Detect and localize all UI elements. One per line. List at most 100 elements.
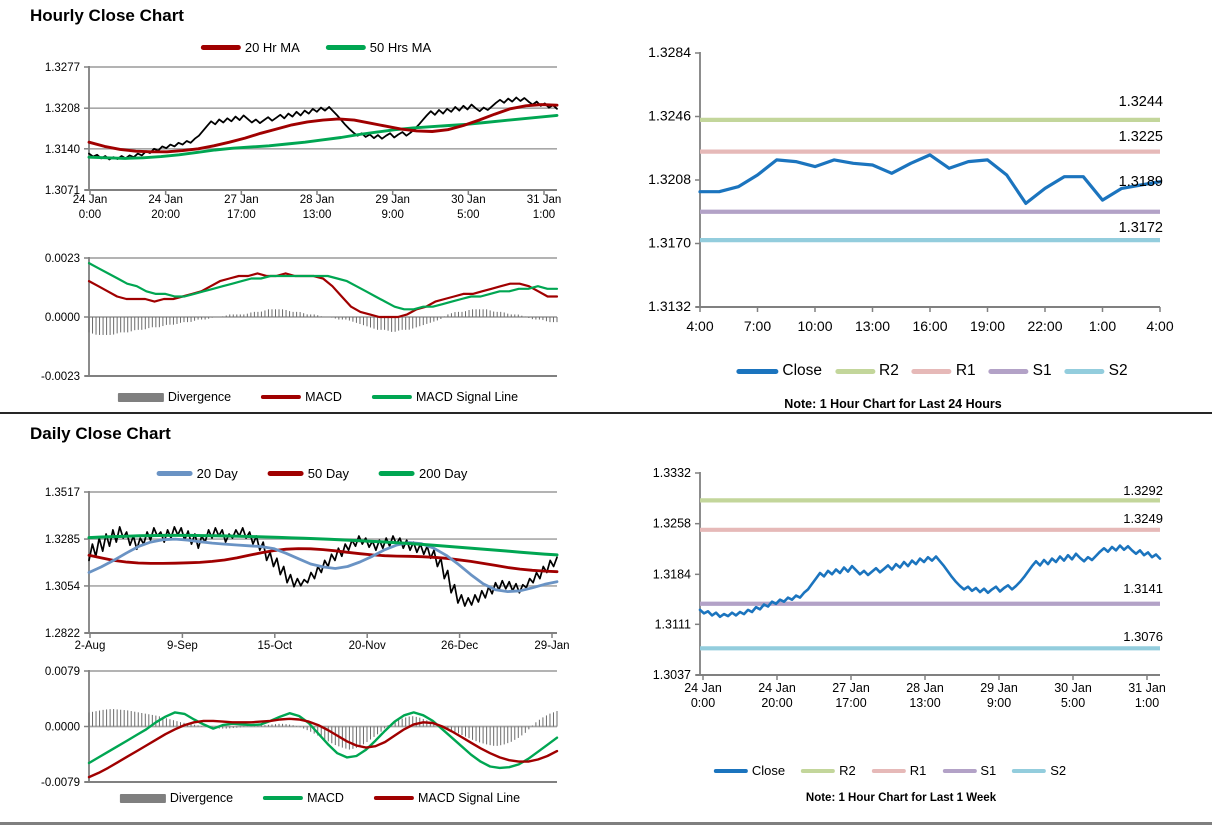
y-tick-label: 1.3258	[653, 517, 691, 531]
x-tick-label: 15-Oct	[258, 640, 293, 652]
x-tick-label: 5:00	[1061, 696, 1085, 710]
x-tick-label: 24 Jan	[758, 681, 796, 695]
x-tick-label: 4:00	[1146, 318, 1173, 334]
y-tick-label: 1.3208	[45, 103, 80, 115]
x-tick-label: 29-Jan	[534, 640, 569, 652]
x-tick-label: 31 Jan	[1128, 681, 1166, 695]
x-tick-label: 17:00	[835, 696, 866, 710]
x-tick-label: 28 Jan	[906, 681, 944, 695]
bar-swatch-icon	[117, 392, 164, 402]
legend-item-label: R1	[909, 763, 927, 778]
x-tick-label: 24 Jan	[148, 194, 183, 206]
line-swatch-icon	[835, 368, 876, 374]
line-swatch-icon	[1012, 768, 1047, 773]
x-tick-label: 16:00	[912, 318, 947, 334]
legend-item-label: S1	[1032, 362, 1052, 379]
line-swatch-icon	[267, 471, 304, 476]
legend-item-s2: S2	[1064, 362, 1128, 380]
hourly-pivot-note: Note: 1 Hour Chart for Last 24 Hours	[784, 397, 1002, 411]
y-tick-label: 1.3184	[653, 567, 691, 581]
legend-item-label: Close	[782, 362, 823, 379]
bottom-divider	[0, 822, 1212, 825]
legend-item-macd: MACD	[263, 791, 344, 805]
x-tick-label: 24 Jan	[684, 681, 722, 695]
legend-item-label: R2	[839, 763, 856, 778]
legend-daily-pivot: Close R2 R1 S1 S2	[713, 763, 1066, 778]
x-tick-label: 29 Jan	[375, 194, 410, 206]
y-tick-label: 1.3332	[653, 466, 691, 480]
legend-item-50-hrs-ma: 50 Hrs MA	[325, 40, 432, 55]
legend-item-close: Close	[713, 763, 785, 778]
x-tick-label: 4:00	[686, 318, 713, 334]
legend-item-label: 50 Hrs MA	[369, 40, 432, 55]
legend-item-r1: R1	[911, 362, 976, 380]
series-ma-20hr-line	[87, 103, 559, 154]
legend-item-label: 50 Day	[307, 466, 349, 481]
legend-item-label: R2	[879, 362, 899, 379]
line-swatch-icon	[261, 395, 302, 399]
line-swatch-icon	[871, 768, 906, 773]
x-tick-label: 26-Dec	[441, 640, 478, 652]
line-swatch-icon	[373, 796, 414, 800]
series-close-line	[698, 153, 1162, 205]
legend-item-divergence: Divergence	[119, 791, 234, 805]
y-tick-label: 1.3517	[45, 487, 80, 499]
line-swatch-icon	[371, 395, 412, 399]
legend-item-label: 20 Day	[196, 466, 238, 481]
y-tick-label: -0.0023	[41, 371, 80, 383]
legend-item-s2: S2	[1012, 763, 1066, 778]
legend-item-divergence: Divergence	[117, 390, 231, 404]
y-tick-label: 1.3111	[655, 617, 691, 631]
y-tick-label: 0.0000	[45, 312, 80, 324]
line-swatch-icon	[736, 368, 779, 374]
y-tick-label: 1.3071	[45, 185, 80, 197]
pivot-label-R1: 1.3249	[1123, 511, 1163, 526]
legend-item-r1: R1	[871, 763, 927, 778]
x-tick-label: 27 Jan	[832, 681, 870, 695]
x-tick-label: 24 Jan	[73, 194, 108, 206]
daily-macd: 0.0079 0.0000 -0.0079	[41, 666, 559, 789]
x-tick-label: 9-Sep	[167, 640, 198, 652]
legend-item-label: Divergence	[169, 791, 234, 805]
y-tick-label: 1.3246	[648, 108, 691, 124]
legend-item-macd: MACD	[261, 390, 342, 404]
line-swatch-icon	[156, 471, 193, 476]
x-tick-label: 17:00	[227, 209, 256, 221]
x-tick-label: 30 Jan	[451, 194, 486, 206]
legend-item-macd-signal-line: MACD Signal Line	[371, 390, 519, 404]
legend-item-label: MACD Signal Line	[415, 390, 519, 404]
x-tick-label: 27 Jan	[224, 194, 259, 206]
line-swatch-icon	[325, 45, 366, 50]
daily-pivot-note: Note: 1 Hour Chart for Last 1 Week	[805, 792, 997, 804]
legend-item-label: MACD Signal Line	[417, 791, 521, 805]
legend-daily-macd: Divergence MACD MACD Signal Line	[119, 791, 521, 805]
legend-item-r2: R2	[835, 362, 899, 380]
x-tick-label: 13:00	[909, 696, 940, 710]
line-swatch-icon	[988, 368, 1029, 374]
x-tick-label: 29 Jan	[980, 681, 1018, 695]
divergence-bars	[88, 309, 558, 335]
legend-item-macd-signal-line: MACD Signal Line	[373, 791, 521, 805]
series-macd-signal-line	[87, 262, 559, 311]
daily-section-title: Daily Close Chart	[30, 424, 171, 443]
bar-swatch-icon	[119, 793, 166, 803]
legend-hourly-macd: Divergence MACD MACD Signal Line	[117, 390, 519, 404]
y-tick-label: 1.3208	[648, 171, 691, 187]
line-swatch-icon	[713, 768, 748, 773]
series-macd-line	[87, 272, 559, 319]
pivot-label-S2: 1.3076	[1123, 629, 1163, 644]
y-tick-label: 1.3132	[648, 298, 691, 314]
line-swatch-icon	[200, 45, 241, 50]
series-ma-200day-line	[87, 533, 559, 557]
legend-item-label: S1	[980, 763, 997, 778]
x-tick-label: 28 Jan	[300, 194, 335, 206]
section-divider	[0, 412, 1212, 414]
pivot-label-S1: 1.3141	[1123, 581, 1163, 596]
y-tick-label: 1.3277	[45, 62, 80, 74]
pivot-label-S1: 1.3189	[1119, 174, 1163, 190]
